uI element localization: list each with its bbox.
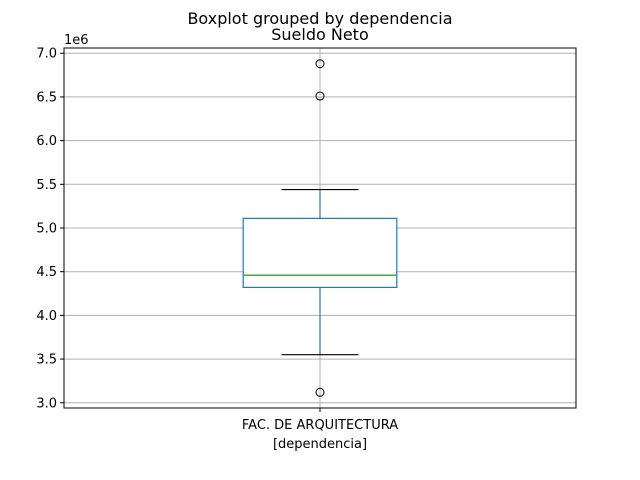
x-axis: FAC. DE ARQUITECTURA [242,408,398,433]
y-tick-label: 6.5 [36,90,57,105]
x-axis-label: [dependencia] [273,437,367,452]
y-tick-label: 3.5 [36,353,57,368]
y-tick-label: 4.0 [36,309,57,324]
y-tick-label: 4.5 [36,265,57,280]
outlier-point [315,59,325,69]
y-tick-label: 7.0 [36,47,57,62]
x-tick-label: FAC. DE ARQUITECTURA [242,418,398,433]
outlier-point [315,387,325,397]
y-tick-label: 3.0 [36,396,57,411]
y-tick-label: 5.5 [36,178,57,193]
box-series [242,59,398,397]
chart-title: Sueldo Neto [271,25,369,44]
chart-suptitle: Boxplot grouped by dependencia [187,9,452,28]
iqr-box [242,217,398,289]
y-offset-label: 1e6 [64,33,89,48]
y-axis: 3.0 3.5 4.0 4.5 5.0 5.5 6.0 6.5 7.0 [36,47,64,411]
y-tick-label: 6.0 [36,134,57,149]
y-tick-label: 5.0 [36,222,57,237]
outlier-point [315,91,325,101]
